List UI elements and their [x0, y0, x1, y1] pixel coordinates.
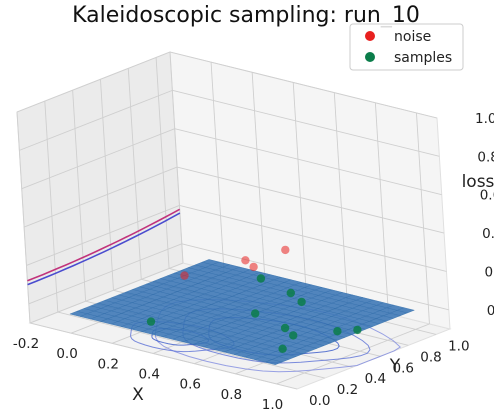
- scatter-points: [146, 245, 362, 353]
- grid-line-x: [416, 112, 430, 324]
- surface-mesh-line: [153, 281, 359, 333]
- z-tick-label: 0.0: [487, 303, 494, 319]
- surface-mesh-line: [244, 302, 384, 358]
- grid-line-x: [251, 72, 266, 284]
- surface-mesh-line: [69, 259, 210, 315]
- z-tick-label: 0.8: [477, 149, 494, 165]
- surface-mesh-line: [193, 289, 333, 345]
- legend-label-samples: samples: [394, 50, 452, 66]
- grid-line-y: [57, 311, 325, 379]
- legend-label-noise: noise: [394, 29, 431, 45]
- point-noise-3: [241, 256, 250, 265]
- x-tick-label: 0.4: [138, 367, 159, 383]
- z-tick-label: 0.2: [485, 265, 494, 281]
- point-samples-9: [286, 288, 295, 298]
- surface-mesh-line: [181, 270, 387, 322]
- point-samples-7: [333, 327, 342, 336]
- surface-mesh-line: [254, 304, 394, 360]
- grid-line-z: [28, 243, 182, 305]
- surface-mesh-line: [195, 264, 401, 316]
- legend-marker-noise: [365, 31, 375, 41]
- surface-mesh-line: [234, 299, 374, 355]
- z-tick-label: 0.4: [482, 226, 494, 242]
- tick-labels: -0.2 0.0 0.2 0.4 0.6 0.8 1.0 0.0 0.2 0.4 0.6 0.8 1.0…: [13, 111, 494, 413]
- z-tick-label: 0.6: [480, 188, 494, 204]
- loss-surface: [69, 259, 415, 365]
- y-axis-label: Y: [389, 356, 401, 376]
- grid-line-z: [16, 51, 171, 113]
- y-tick-label: 0.0: [309, 393, 330, 409]
- y-tick-label: 0.4: [365, 371, 386, 387]
- grid-line-y: [44, 101, 59, 313]
- side-projection-line: [27, 212, 181, 286]
- grid-line-z: [21, 128, 175, 190]
- grid-line-x: [29, 262, 184, 324]
- surface-mesh-line: [264, 307, 405, 363]
- point-samples-1: [251, 309, 260, 318]
- grid-line-x: [292, 82, 307, 294]
- legend-box: [349, 23, 464, 71]
- surface-mesh-line: [167, 275, 373, 327]
- point-samples-8: [256, 274, 266, 283]
- y-tick-label: 0.8: [420, 349, 441, 365]
- y-tick-label: 0.6: [393, 360, 414, 376]
- point-samples-0: [146, 317, 156, 326]
- surface-mesh-line: [213, 294, 353, 350]
- surface-mesh-line: [160, 278, 366, 330]
- legend-marker-samples: [365, 52, 375, 62]
- z-tick-label: 1.0: [475, 111, 494, 127]
- x-tick-label: 0.8: [221, 387, 242, 403]
- y-tick-label: 0.2: [337, 382, 358, 398]
- y-tick-label: 1.0: [448, 339, 469, 355]
- point-noise-0: [281, 245, 290, 255]
- point-samples-5: [280, 323, 290, 333]
- grid-line-z: [174, 128, 442, 196]
- grid-line-z: [169, 51, 438, 119]
- point-noise-2: [249, 262, 258, 272]
- grid-line-z: [19, 89, 173, 151]
- x-tick-label: 1.0: [262, 397, 283, 413]
- grid-line-x: [333, 92, 348, 304]
- grid-line-x: [276, 323, 430, 385]
- x-tick-label: 0.0: [56, 346, 77, 362]
- grid-line-y: [72, 90, 87, 302]
- grid-line-y: [127, 68, 142, 280]
- x-tick-label: -0.2: [13, 336, 39, 352]
- surface-mesh-line: [275, 310, 415, 365]
- point-samples-3: [353, 325, 362, 335]
- point-samples-2: [297, 297, 306, 307]
- grid-line-y: [16, 111, 31, 324]
- grid-line-z: [179, 205, 447, 272]
- surface-mesh-line: [203, 292, 343, 348]
- grid-line-y: [100, 79, 114, 291]
- grid-line-z: [181, 243, 449, 311]
- z-axis-label: loss: [462, 172, 494, 192]
- surface-mesh-line: [223, 297, 364, 353]
- grid-line-z: [176, 166, 445, 234]
- legend: noise samples: [349, 23, 464, 71]
- surface-mesh-line: [201, 261, 408, 314]
- surface-mesh-line: [146, 283, 352, 335]
- grid-line-y: [155, 57, 170, 269]
- surface-mesh-line: [208, 259, 415, 311]
- x-tick-label: 0.6: [180, 377, 201, 393]
- side-projection-line: [27, 208, 181, 282]
- grid-line-y: [29, 322, 298, 390]
- grid-line-z: [26, 205, 180, 266]
- point-samples-6: [289, 331, 298, 340]
- surface-mesh-line: [174, 272, 380, 325]
- x-tick-label: 0.2: [97, 356, 118, 372]
- grid-line-x: [210, 62, 225, 274]
- grid-line-z: [23, 166, 178, 228]
- surface-mesh-line: [139, 286, 345, 338]
- grid-line-x: [374, 102, 389, 314]
- point-samples-4: [278, 344, 287, 353]
- point-noise-1: [180, 271, 189, 280]
- x-axis-label: X: [132, 385, 144, 405]
- grid-line-x: [169, 51, 184, 264]
- grid-line-z: [172, 89, 440, 157]
